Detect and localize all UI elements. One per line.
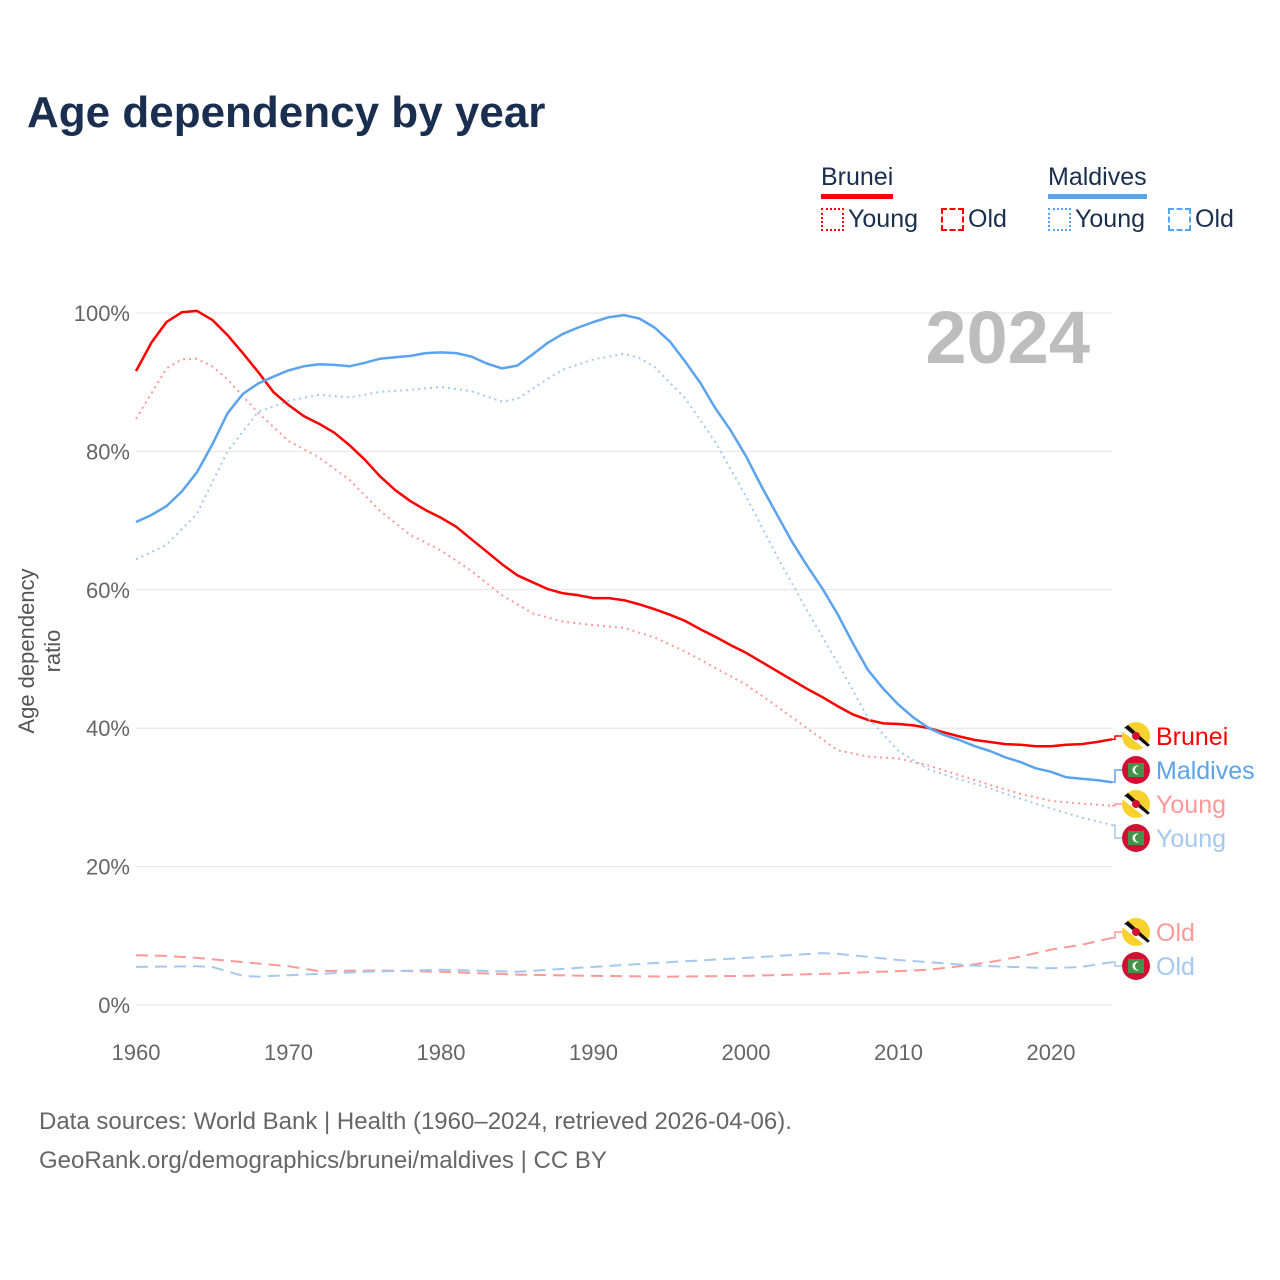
dotted-swatch-icon — [821, 208, 844, 231]
legend-brunei[interactable]: Brunei — [821, 163, 894, 199]
legend-brunei-young[interactable]: Young — [821, 205, 918, 234]
x-tick-label: 2000 — [722, 1040, 771, 1065]
x-tick-label: 2020 — [1027, 1040, 1076, 1065]
y-tick-label: 100% — [74, 301, 130, 326]
y-tick-label: 40% — [86, 716, 130, 741]
flag-crescent-cut — [1135, 962, 1143, 970]
series-end-label: Young — [1156, 791, 1226, 819]
x-tick-label: 1980 — [417, 1040, 466, 1065]
y-tick-label: 20% — [86, 855, 130, 880]
label-connector — [1112, 824, 1124, 839]
legend-maldives[interactable]: Maldives — [1048, 163, 1147, 199]
source-text: Data sources: World Bank | Health (1960–… — [39, 1108, 792, 1135]
series-line-maldives — [135, 313, 1113, 784]
chart-title: Age dependency by year — [27, 88, 546, 137]
flag-crescent-cut — [1135, 766, 1143, 774]
legend-label: Old — [968, 205, 1007, 233]
dashed-swatch-icon — [941, 208, 964, 231]
series-line-brunei-young — [135, 357, 1113, 807]
source-link[interactable]: GeoRank.org/demographics/brunei/maldives… — [39, 1147, 607, 1174]
dotted-swatch-icon — [1048, 208, 1071, 231]
legend-maldives-old[interactable]: Old — [1168, 205, 1234, 234]
x-tick-label: 1960 — [112, 1040, 161, 1065]
dashed-swatch-icon — [1168, 208, 1191, 231]
year-label: 2024 — [925, 296, 1090, 379]
y-tick-label: 0% — [98, 993, 130, 1018]
flag-emblem — [1132, 800, 1140, 808]
label-connector — [1112, 961, 1124, 967]
flag-emblem — [1132, 928, 1140, 936]
label-connector — [1112, 931, 1124, 939]
series-line-maldives-young — [135, 352, 1113, 827]
series-end-label: Brunei — [1156, 723, 1228, 751]
legend-label: Young — [848, 205, 918, 233]
flag-emblem — [1132, 732, 1140, 740]
legend-label: Young — [1075, 205, 1145, 233]
label-connector — [1112, 735, 1124, 741]
series-end-label: Old — [1156, 953, 1195, 981]
series-line-brunei — [134, 309, 1113, 748]
x-tick-label: 1990 — [569, 1040, 618, 1065]
x-tick-label: 2010 — [874, 1040, 923, 1065]
x-tick-label: 1970 — [264, 1040, 313, 1065]
legend-label: Old — [1195, 205, 1234, 233]
flag-crescent-cut — [1135, 834, 1143, 842]
legend-maldives-young[interactable]: Young — [1048, 205, 1145, 234]
label-connector — [1112, 769, 1124, 783]
label-connector — [1112, 803, 1124, 807]
y-tick-label: 80% — [86, 439, 130, 464]
legend-brunei-old[interactable]: Old — [941, 205, 1007, 234]
y-tick-label: 60% — [86, 578, 130, 603]
series-end-label: Maldives — [1156, 757, 1255, 785]
series-end-label: Young — [1156, 825, 1226, 853]
series-line-maldives-old — [135, 952, 1113, 978]
series-end-label: Old — [1156, 919, 1195, 947]
series-line-brunei-old — [135, 936, 1113, 978]
